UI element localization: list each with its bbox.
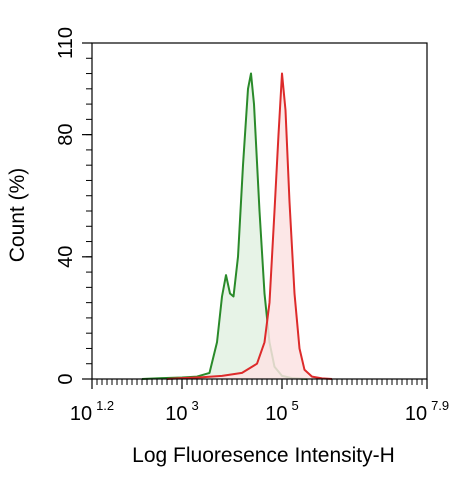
x-tick-labels: 10 1.2 10 3 10 5 10 7.9 bbox=[70, 379, 449, 425]
x-tick-label: 10 5 bbox=[265, 398, 298, 425]
y-tick-labels: 0 40 80 110 bbox=[55, 27, 92, 385]
x-tick-label: 10 7.9 bbox=[405, 398, 449, 425]
series-2-line bbox=[166, 72, 333, 380]
series-layer bbox=[141, 72, 333, 380]
y-axis-label: Count (%) bbox=[6, 168, 29, 263]
y-tick-label: 0 bbox=[55, 373, 77, 384]
y-tick-label: 40 bbox=[55, 246, 77, 268]
x-axis-label: Log Fluoresence Intensity-H bbox=[132, 444, 395, 467]
x-minor-ticks bbox=[91, 379, 428, 385]
y-tick-label: 80 bbox=[55, 123, 77, 145]
x-tick-label: 10 1.2 bbox=[70, 398, 114, 425]
y-tick-label: 110 bbox=[55, 27, 77, 59]
series-2-area bbox=[167, 73, 332, 379]
y-minor-ticks bbox=[86, 42, 92, 380]
series-1-area bbox=[142, 73, 307, 379]
x-tick-label: 10 3 bbox=[165, 398, 198, 425]
